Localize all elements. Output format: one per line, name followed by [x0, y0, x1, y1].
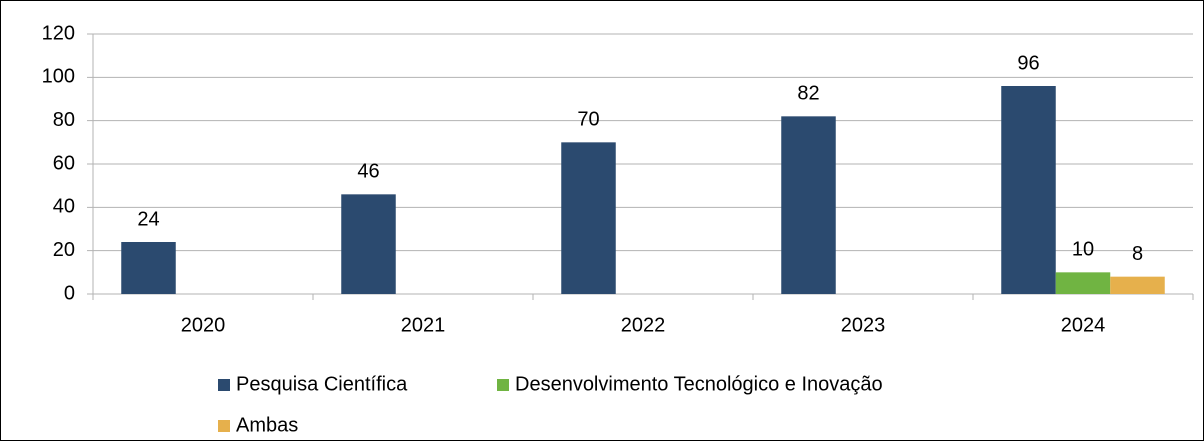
- data-label: 24: [137, 208, 159, 230]
- y-tick-label: 20: [53, 239, 75, 261]
- bar: [1001, 86, 1056, 294]
- x-tick-label: 2021: [401, 314, 446, 336]
- legend-swatch: [497, 379, 509, 391]
- data-label: 70: [577, 109, 599, 131]
- legend-swatch: [218, 420, 230, 432]
- bar: [781, 116, 836, 294]
- legend-label: Ambas: [236, 414, 298, 436]
- bar: [1055, 272, 1111, 294]
- data-label: 82: [797, 83, 819, 105]
- legend-swatch: [218, 379, 230, 391]
- y-tick-label: 80: [53, 109, 75, 131]
- bar: [561, 142, 616, 294]
- y-tick-label: 120: [42, 22, 75, 44]
- bar: [1110, 276, 1165, 294]
- x-tick-label: 2023: [841, 314, 886, 336]
- y-tick-label: 60: [53, 152, 75, 174]
- x-tick-label: 2024: [1061, 314, 1106, 336]
- x-tick-label: 2020: [181, 314, 226, 336]
- legend-label: Desenvolvimento Tecnológico e Inovação: [515, 373, 883, 395]
- data-label: 46: [357, 161, 379, 183]
- y-tick-label: 40: [53, 196, 75, 218]
- data-label: 8: [1132, 243, 1143, 265]
- bar: [121, 242, 176, 294]
- legend-label: Pesquisa Científica: [236, 373, 408, 395]
- x-tick-label: 2022: [621, 314, 666, 336]
- bar: [341, 194, 396, 294]
- y-tick-label: 100: [42, 66, 75, 88]
- data-label: 96: [1017, 52, 1039, 74]
- y-tick-label: 0: [64, 282, 75, 304]
- data-label: 10: [1072, 239, 1094, 261]
